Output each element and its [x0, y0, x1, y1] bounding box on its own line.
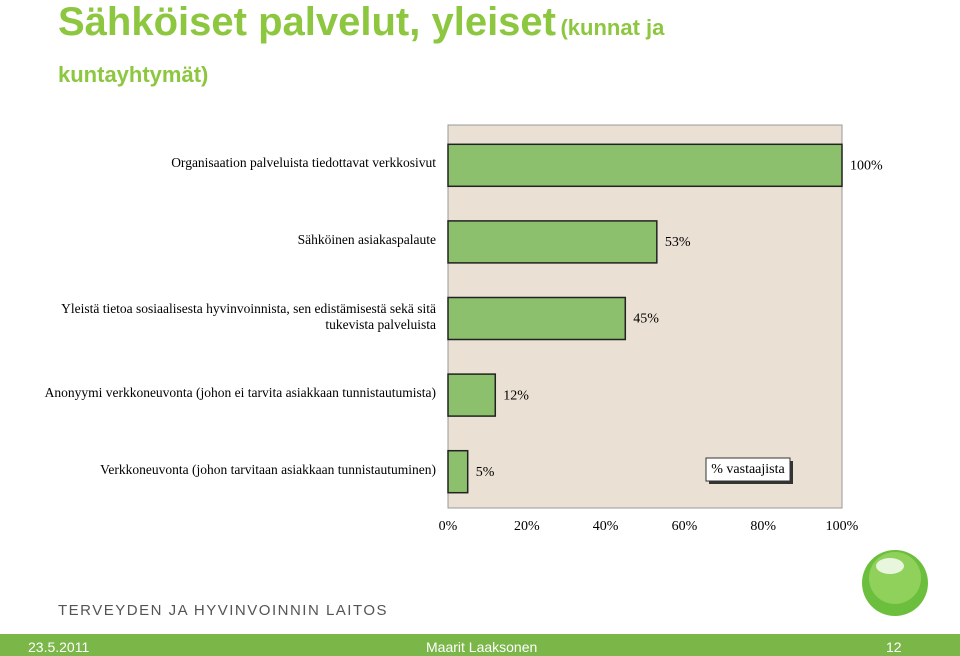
x-tick-label: 40%	[593, 519, 619, 534]
x-tick-label: 0%	[439, 519, 458, 534]
x-tick-label: 100%	[826, 519, 859, 534]
footer-bar: 23.5.2011 Maarit Laaksonen 12	[0, 634, 960, 656]
author: Maarit Laaksonen	[426, 639, 538, 655]
bar	[447, 449, 469, 494]
date: 23.5.2011	[28, 639, 90, 655]
bar	[447, 143, 843, 188]
legend: % vastaajista	[705, 457, 793, 484]
x-tick-label: 60%	[672, 519, 698, 534]
x-tick-label: 80%	[750, 519, 776, 534]
logo-shine	[876, 558, 904, 574]
value-label: 45%	[633, 312, 659, 327]
organization: TERVEYDEN JA HYVINVOINNIN LAITOS	[58, 602, 389, 619]
category-label: Sähköinen asiakaspalaute	[297, 231, 436, 247]
x-tick-label: 20%	[514, 519, 540, 534]
page-number: 12	[886, 639, 902, 655]
value-label: 5%	[476, 465, 495, 480]
bar	[447, 373, 497, 417]
category-label: Anonyymi verkkoneuvonta (johon ei tarvit…	[44, 385, 436, 401]
subtitle: (kunnat ja kuntayhtymät)	[58, 15, 665, 87]
value-label: 53%	[665, 235, 691, 250]
value-label: 12%	[503, 388, 529, 403]
legend-box	[705, 457, 791, 482]
slide-title: Sähköiset palvelut, yleiset (kunnat ja k…	[58, 0, 778, 100]
title: Sähköiset palvelut, yleiset	[58, 0, 556, 44]
category-label: Yleistä tietoa sosiaalisesta hyvinvoinni…	[61, 300, 436, 332]
bar	[447, 296, 627, 341]
category-label: Verkkoneuvonta (johon tarvitaan asiakkaa…	[100, 461, 436, 477]
legend-label: % vastaajista	[711, 462, 785, 477]
category-label: Organisaation palveluista tiedottavat ve…	[171, 155, 436, 171]
value-label: 100%	[850, 159, 883, 174]
bar	[447, 220, 658, 264]
